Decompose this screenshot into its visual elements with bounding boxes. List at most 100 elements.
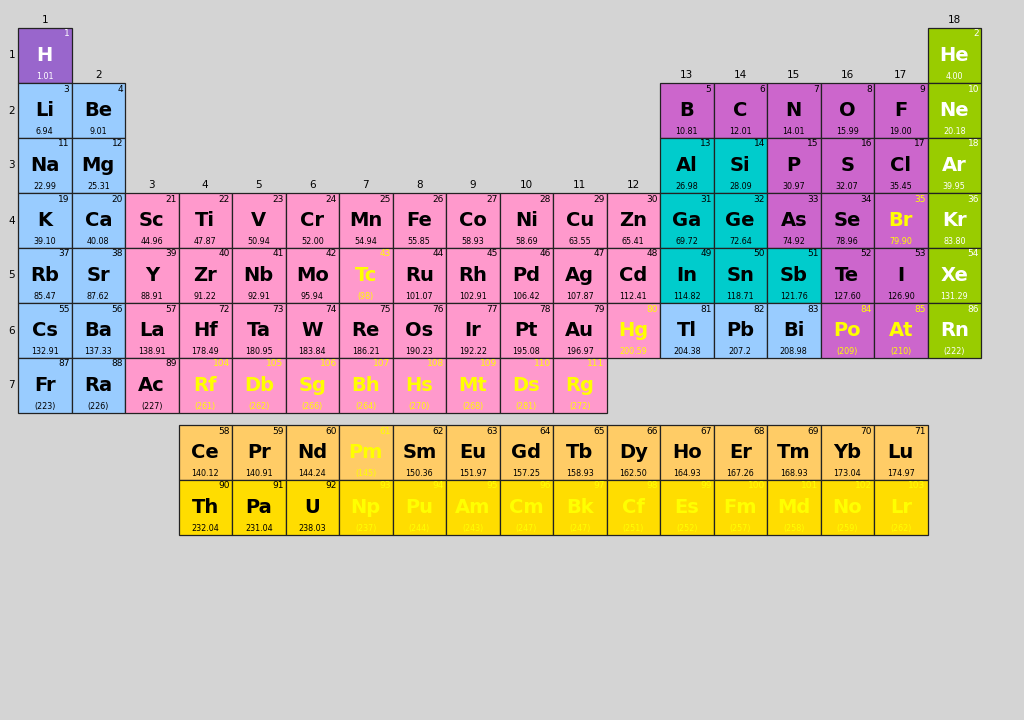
Bar (767, 83, 820, 138)
Bar (714, 303, 767, 358)
Text: Ni: Ni (515, 211, 538, 230)
Text: Cu: Cu (565, 211, 594, 230)
Text: Li: Li (35, 101, 54, 120)
Text: 67: 67 (700, 426, 712, 436)
Text: 87.62: 87.62 (87, 292, 110, 301)
Text: Nb: Nb (244, 266, 273, 285)
Text: 26.98: 26.98 (676, 182, 698, 191)
Text: 4: 4 (118, 84, 123, 94)
Text: 109: 109 (480, 359, 498, 369)
Bar (874, 83, 928, 138)
Text: 131.29: 131.29 (940, 292, 968, 301)
Text: Tc: Tc (354, 266, 377, 285)
Bar (714, 248, 767, 303)
Text: 39.95: 39.95 (943, 182, 966, 191)
Text: Eu: Eu (459, 443, 486, 462)
Text: 66: 66 (646, 426, 658, 436)
Text: 1: 1 (8, 50, 15, 60)
Text: 7: 7 (8, 380, 15, 390)
Text: (268): (268) (462, 402, 483, 411)
Text: 43: 43 (379, 250, 390, 258)
Bar (72, 83, 125, 138)
Text: 93: 93 (379, 482, 390, 490)
Text: In: In (676, 266, 697, 285)
Text: Ge: Ge (725, 211, 755, 230)
Bar (500, 425, 553, 480)
Text: (281): (281) (516, 402, 537, 411)
Text: Cm: Cm (509, 498, 544, 517)
Text: (257): (257) (729, 524, 751, 533)
Text: 94: 94 (432, 482, 444, 490)
Text: Pb: Pb (726, 321, 755, 340)
Bar (767, 193, 820, 248)
Text: 96: 96 (540, 482, 551, 490)
Text: 190.23: 190.23 (406, 347, 433, 356)
Bar (339, 303, 392, 358)
Text: 14: 14 (733, 70, 746, 80)
Text: 192.22: 192.22 (459, 347, 486, 356)
Text: 4: 4 (8, 215, 15, 225)
Bar (553, 303, 606, 358)
Bar (446, 193, 500, 248)
Text: Np: Np (350, 498, 381, 517)
Bar (874, 303, 928, 358)
Bar (874, 193, 928, 248)
Bar (767, 480, 820, 535)
Text: 37: 37 (58, 250, 70, 258)
Text: (262): (262) (890, 524, 911, 533)
Text: 101.07: 101.07 (406, 292, 433, 301)
Text: 10: 10 (520, 180, 532, 190)
Text: 180.95: 180.95 (245, 347, 272, 356)
Text: (210): (210) (890, 347, 911, 356)
Text: 106.42: 106.42 (512, 292, 540, 301)
Text: Sr: Sr (86, 266, 110, 285)
Text: C: C (733, 101, 748, 120)
Text: 15.99: 15.99 (836, 127, 859, 136)
Bar (178, 248, 232, 303)
Text: Hf: Hf (193, 321, 218, 340)
Text: 238.03: 238.03 (298, 524, 326, 533)
Bar (232, 193, 286, 248)
Text: 118.71: 118.71 (726, 292, 754, 301)
Text: 48: 48 (646, 250, 658, 258)
Text: Zn: Zn (620, 211, 647, 230)
Text: (259): (259) (837, 524, 858, 533)
Text: 29: 29 (593, 194, 604, 204)
Bar (714, 138, 767, 193)
Text: 75: 75 (379, 305, 390, 313)
Text: 64: 64 (540, 426, 551, 436)
Bar (820, 303, 874, 358)
Bar (660, 425, 714, 480)
Bar (178, 303, 232, 358)
Text: (252): (252) (676, 524, 697, 533)
Bar (660, 193, 714, 248)
Text: 144.24: 144.24 (298, 469, 326, 478)
Text: (145): (145) (355, 469, 377, 478)
Text: Pa: Pa (246, 498, 272, 517)
Text: 69.72: 69.72 (675, 237, 698, 246)
Text: 88: 88 (112, 359, 123, 369)
Text: 82: 82 (754, 305, 765, 313)
Bar (72, 358, 125, 413)
Text: O: O (839, 101, 856, 120)
Text: Ar: Ar (942, 156, 967, 175)
Text: 92.91: 92.91 (248, 292, 270, 301)
Text: 27: 27 (486, 194, 498, 204)
Bar (500, 480, 553, 535)
Bar (286, 248, 339, 303)
Text: 5: 5 (8, 271, 15, 281)
Text: 2: 2 (974, 30, 979, 38)
Text: 56: 56 (112, 305, 123, 313)
Text: 58.69: 58.69 (515, 237, 538, 246)
Text: 21: 21 (165, 194, 176, 204)
Text: 3: 3 (148, 180, 155, 190)
Bar (446, 425, 500, 480)
Bar (660, 83, 714, 138)
Text: Tl: Tl (677, 321, 696, 340)
Text: W: W (301, 321, 323, 340)
Text: 55.85: 55.85 (408, 237, 431, 246)
Text: Na: Na (30, 156, 59, 175)
Bar (767, 303, 820, 358)
Text: Lr: Lr (890, 498, 911, 517)
Text: 47: 47 (593, 250, 604, 258)
